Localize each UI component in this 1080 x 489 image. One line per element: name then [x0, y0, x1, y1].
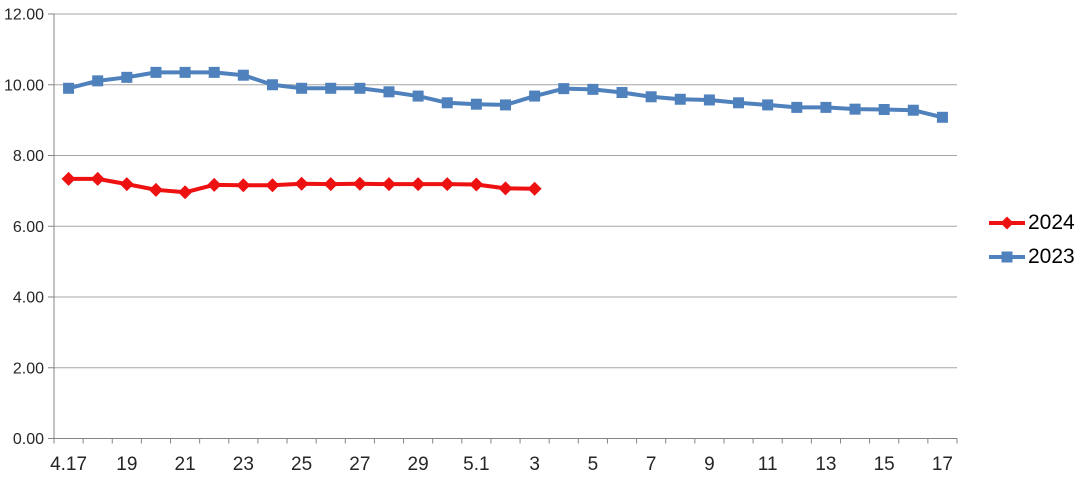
x-tick-label: 7	[646, 454, 657, 475]
legend-label-2024: 2024	[1028, 211, 1075, 234]
x-tick-label: 4.17	[50, 454, 87, 475]
series-marker-2023	[616, 87, 628, 99]
x-tick-label: 5	[588, 454, 599, 475]
x-tick-label: 25	[291, 454, 312, 475]
series-marker-2023	[703, 94, 715, 106]
series-marker-2023	[645, 91, 657, 103]
x-tick-label: 19	[116, 454, 137, 475]
y-tick-label: 2.00	[13, 360, 44, 377]
x-tick-label: 29	[408, 454, 429, 475]
series-marker-2024	[527, 181, 542, 196]
series-marker-2024	[119, 177, 134, 192]
series-line-2023	[66, 70, 945, 120]
x-tick-label: 15	[874, 454, 895, 475]
series-marker-2023	[63, 82, 75, 94]
legend-marker-sample	[1001, 251, 1013, 262]
series-marker-2024	[178, 185, 193, 200]
series-marker-2023	[849, 103, 861, 115]
series-marker-2024	[498, 181, 513, 196]
x-tick-label: 9	[704, 454, 715, 475]
series-marker-2023	[179, 66, 191, 78]
series-marker-2023	[296, 82, 308, 94]
series-marker-2024	[381, 177, 396, 192]
series-marker-2023	[208, 66, 220, 78]
series-marker-2023	[470, 98, 482, 110]
series-marker-2023	[733, 97, 745, 109]
series-marker-2023	[92, 75, 104, 87]
x-tick-label: 5.1	[463, 454, 489, 475]
x-tick-label: 23	[233, 454, 254, 475]
series-marker-2023	[383, 86, 395, 98]
x-tick-label: 11	[758, 454, 778, 475]
series-marker-2024	[469, 177, 484, 192]
y-tick-label: 12.00	[4, 7, 44, 24]
series-marker-2024	[236, 178, 251, 193]
series-marker-2023	[587, 83, 599, 95]
y-tick-label: 8.00	[13, 148, 44, 165]
legend-item-2023: 2023	[988, 244, 1075, 269]
series-marker-2023	[529, 90, 541, 102]
series-marker-2023	[820, 101, 832, 113]
series-marker-2023	[791, 101, 803, 113]
y-tick-label: 6.00	[13, 219, 44, 236]
series-marker-2023	[878, 104, 890, 116]
series-marker-2024	[411, 177, 426, 192]
series-marker-2023	[354, 82, 366, 94]
series-marker-2023	[237, 69, 249, 81]
x-tick-label: 3	[529, 454, 540, 475]
legend-swatch-2024-diamond-icon	[989, 216, 1025, 229]
legend: 2024 2023	[988, 210, 1075, 269]
series-marker-2023	[121, 71, 133, 83]
x-tick-label: 13	[815, 454, 836, 475]
series-marker-2023	[907, 104, 919, 116]
legend-item-2024: 2024	[988, 210, 1075, 235]
y-tick-label: 0.00	[13, 431, 44, 448]
series-marker-2023	[762, 99, 774, 111]
series-marker-2024	[323, 177, 338, 192]
y-tick-label: 10.00	[4, 77, 44, 94]
x-tick-label: 27	[349, 454, 370, 475]
series-marker-2023	[150, 66, 162, 78]
series-marker-2024	[440, 177, 455, 192]
series-marker-2023	[266, 79, 278, 91]
series-marker-2023	[674, 93, 686, 105]
series-marker-2024	[148, 182, 163, 197]
series-marker-2024	[294, 176, 309, 191]
series-marker-2023	[558, 83, 570, 95]
series-marker-2024	[61, 171, 76, 186]
series-marker-2023	[441, 97, 453, 109]
y-tick-label: 4.00	[13, 290, 44, 307]
series-marker-2023	[412, 90, 424, 102]
series-marker-2024	[90, 171, 105, 186]
legend-swatch-2023-square-icon	[989, 251, 1025, 262]
series-marker-2023	[325, 82, 337, 94]
series-marker-2023	[936, 111, 948, 123]
legend-marker-sample	[1000, 216, 1014, 229]
series-marker-2024	[265, 178, 280, 193]
series-marker-2024	[352, 176, 367, 191]
legend-label-2023: 2023	[1028, 245, 1075, 268]
series-marker-2024	[207, 177, 222, 192]
series-marker-2023	[500, 99, 511, 111]
x-tick-label: 21	[175, 454, 196, 475]
x-tick-label: 17	[932, 454, 953, 475]
